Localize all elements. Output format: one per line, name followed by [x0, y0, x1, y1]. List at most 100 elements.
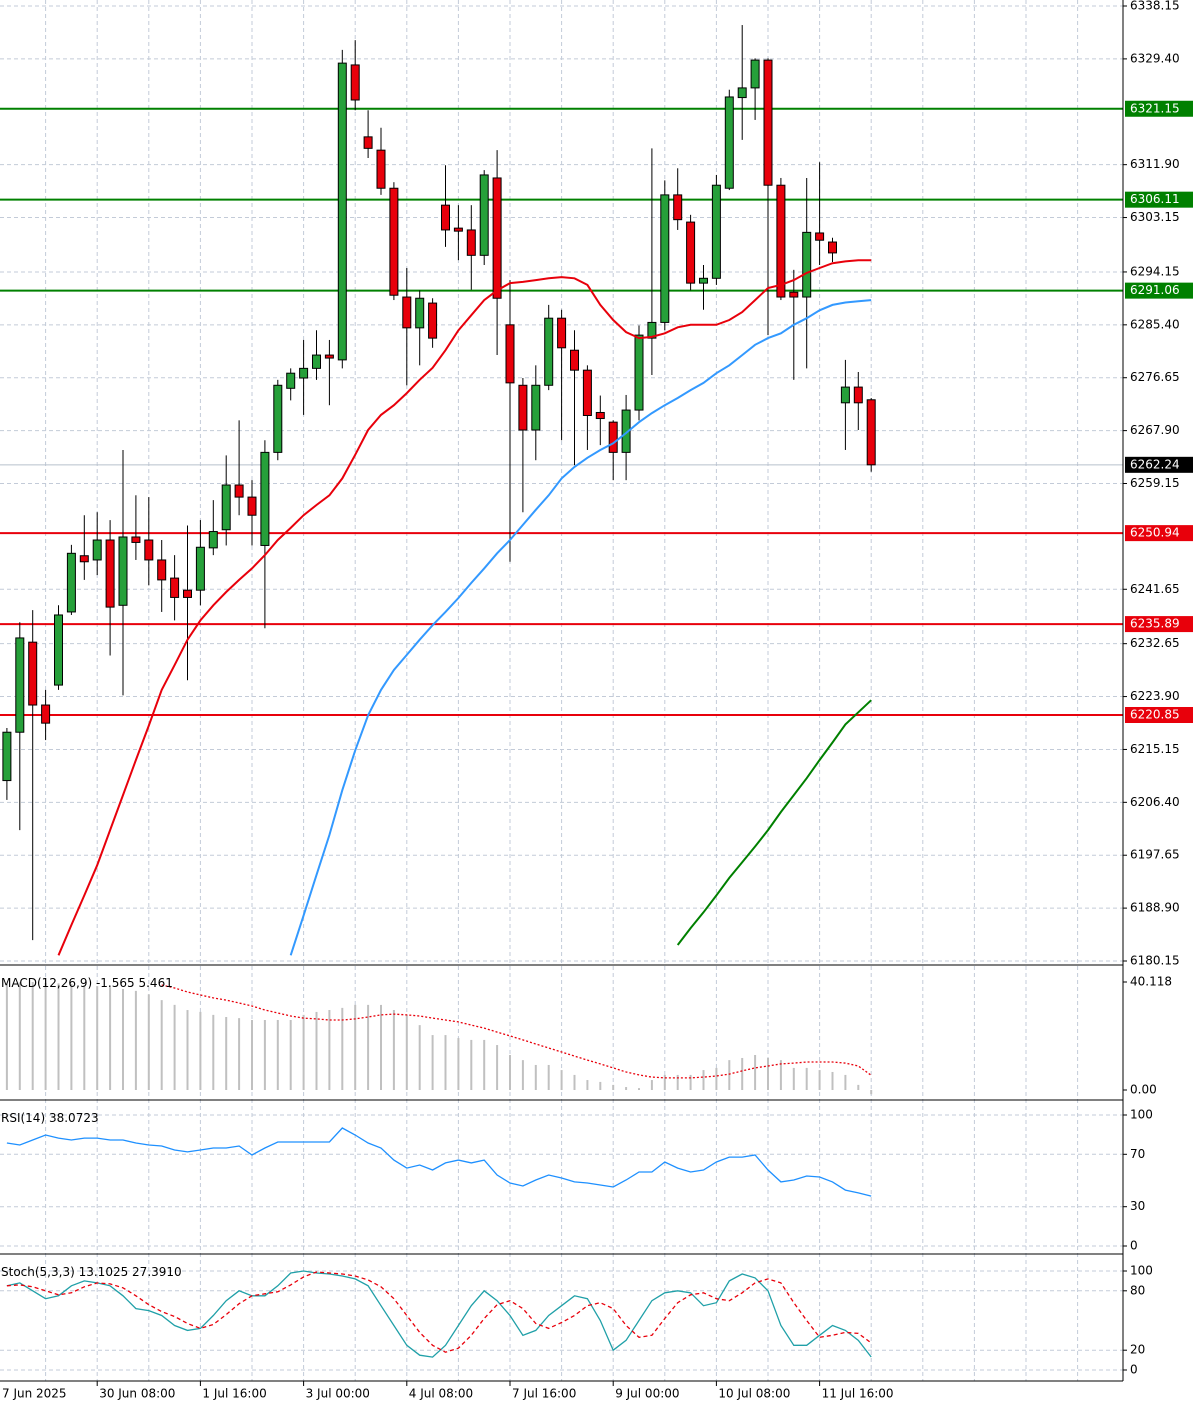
x-tick-label: 9 Jul 00:00	[615, 1387, 679, 1401]
candle-body	[776, 184, 786, 298]
candle-body	[260, 451, 270, 546]
candle-body	[531, 384, 541, 431]
x-tick-label: 1 Jul 16:00	[202, 1387, 266, 1401]
level-label: 6291.06	[1130, 283, 1180, 297]
indicator-value: 27.3910	[132, 1265, 182, 1279]
indicator-header: MACD(12,26,9) -1.565 5.461	[1, 976, 173, 990]
plot-area	[5, 982, 873, 1095]
candle-body	[673, 194, 683, 221]
indicator-line	[6, 1270, 872, 1358]
candle-body	[118, 536, 128, 606]
level-label: 6306.11	[1130, 192, 1180, 206]
x-tick-label: 4 Jul 08:00	[409, 1387, 473, 1401]
level-label-box	[1125, 191, 1193, 208]
x-tick-label: 10 Jul 08:00	[718, 1387, 790, 1401]
y-tick-label: 6232.65	[1130, 636, 1180, 650]
candle-body	[389, 187, 399, 296]
candle-body	[441, 204, 450, 231]
candle-body	[144, 539, 154, 561]
candle-body	[505, 324, 515, 384]
candle-body	[208, 531, 218, 549]
y-tick-label: 6311.90	[1130, 157, 1180, 171]
y-tick-label: 80	[1130, 1283, 1145, 1297]
candle-body	[247, 496, 257, 516]
y-tick-label: 20	[1130, 1343, 1145, 1357]
y-tick-label: 0	[1130, 1363, 1138, 1377]
y-tick-label: 70	[1130, 1147, 1145, 1161]
candle-body	[312, 354, 321, 369]
x-tick-label: 3 Jul 00:00	[306, 1387, 370, 1401]
indicator-header: Stoch(5,3,3) 13.1025 27.3910	[1, 1265, 182, 1279]
candle-body	[234, 484, 244, 498]
ma-line	[676, 699, 872, 946]
y-tick-label: 40.118	[1130, 975, 1172, 989]
y-tick-label: 6259.15	[1130, 476, 1180, 490]
y-tick-label: 6285.40	[1130, 317, 1180, 331]
candle-body	[634, 334, 644, 411]
last-price-label: 6262.24	[1130, 457, 1180, 471]
candle-body	[660, 194, 670, 323]
candle-body	[453, 227, 463, 232]
candle-body	[518, 384, 528, 431]
candle-body	[41, 704, 51, 724]
candle-body	[105, 539, 115, 608]
candle-body	[750, 59, 760, 89]
candle-body	[737, 87, 747, 99]
last-price-box	[1125, 456, 1193, 473]
level-label: 6220.85	[1130, 707, 1180, 721]
candle-body	[840, 386, 850, 404]
candle-body	[686, 221, 696, 284]
ma-line	[289, 299, 872, 956]
candle-body	[170, 577, 180, 598]
candle-body	[544, 317, 554, 386]
candle-body	[428, 302, 438, 339]
candle-body	[608, 421, 618, 453]
indicator-value: 5.461	[138, 976, 172, 990]
candle-body	[492, 177, 502, 299]
plot-area	[0, 1114, 1123, 1247]
candle-body	[92, 539, 102, 561]
candle-body	[711, 184, 721, 279]
candle-body	[479, 174, 489, 256]
candle-body	[866, 399, 876, 466]
candle-body	[415, 297, 425, 329]
candle-body	[802, 231, 812, 298]
indicator-line	[6, 1127, 872, 1197]
candle-body	[131, 536, 141, 543]
y-tick-label: 6215.15	[1130, 742, 1180, 756]
candle-body	[582, 369, 592, 417]
candle-body	[363, 136, 373, 149]
candle-body	[221, 484, 231, 531]
candle-body	[789, 291, 799, 298]
candle-body	[28, 641, 38, 706]
x-tick-label: 7 Jul 16:00	[512, 1387, 576, 1401]
candle-body	[79, 555, 89, 563]
candle-body	[183, 589, 192, 598]
x-tick-label: 30 Jun 08:00	[99, 1387, 175, 1401]
candle-body	[853, 386, 863, 404]
y-tick-label: 100	[1130, 1264, 1153, 1278]
x-tick-label: 7 Jun 2025	[2, 1387, 67, 1401]
candle-body	[647, 321, 657, 339]
candle-body	[595, 411, 605, 420]
level-label: 6250.94	[1130, 526, 1180, 540]
y-tick-label: 6276.65	[1130, 370, 1180, 384]
candle-body	[324, 354, 334, 359]
y-tick-label: 6197.65	[1130, 848, 1180, 862]
candle-body	[157, 559, 167, 581]
candle-body	[570, 349, 579, 371]
candle-body	[402, 296, 412, 329]
y-tick-label: 6241.65	[1130, 582, 1180, 596]
candle-body	[286, 372, 296, 389]
y-tick-label: 0.00	[1130, 1083, 1157, 1097]
candle-body	[195, 546, 205, 591]
candle-body	[376, 149, 386, 189]
level-label-box	[1125, 616, 1193, 633]
indicator-value: 13.1025	[79, 1265, 129, 1279]
indicator-line	[161, 984, 872, 1079]
y-tick-label: 6267.90	[1130, 423, 1180, 437]
level-label: 6321.15	[1130, 101, 1180, 115]
